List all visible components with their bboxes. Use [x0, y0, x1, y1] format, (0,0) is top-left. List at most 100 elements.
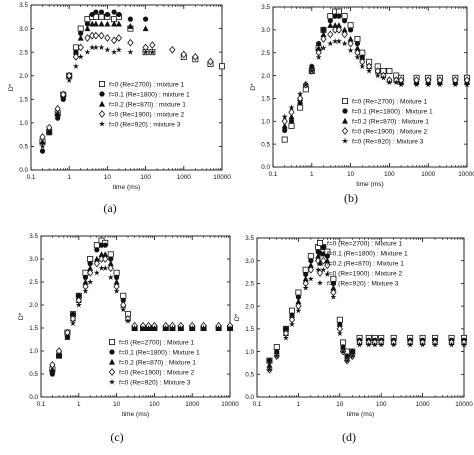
- data-point-star: [436, 81, 443, 88]
- data-point-square: [327, 13, 334, 20]
- y-tick-label: 3.0: [261, 27, 270, 34]
- legend-entry-label: f=0 (Re=1900) : Mixture 2: [327, 271, 402, 278]
- plot-frame: [256, 237, 465, 398]
- legend-entry-label: f=0 (Re=1900) : Mixture 2: [352, 129, 427, 136]
- data-point-circle: [116, 11, 122, 18]
- data-point-star: [324, 271, 331, 277]
- data-point-star: [463, 81, 471, 88]
- data-point-star: [340, 348, 347, 355]
- legend-entry-label: f=0 (Re=920) : Mixture 3: [327, 281, 399, 288]
- y-tick-label: 2.5: [29, 279, 38, 286]
- data-point-diamond: [347, 39, 354, 48]
- data-point-triangle: [340, 343, 347, 350]
- y-tick-label: 2.5: [19, 49, 28, 56]
- x-axis-label: time (ms): [113, 184, 140, 191]
- data-point-star: [169, 324, 176, 331]
- data-point-star: [281, 113, 288, 120]
- data-point-triangle: [93, 255, 100, 262]
- legend: f=0 (Re=2700) : Mixture 1 f=0.1 (Re=1800)…: [341, 98, 433, 146]
- data-point-star: [307, 275, 314, 282]
- x-axis-label: time (ms): [122, 411, 149, 418]
- data-point-triangle: [111, 20, 118, 27]
- data-point-diamond: [341, 127, 349, 135]
- data-point-circle: [111, 9, 117, 15]
- y-tick-label: 2.0: [261, 73, 270, 80]
- x-tick-label: 0.1: [253, 401, 262, 408]
- data-point-star: [151, 324, 158, 331]
- data-point-star: [226, 324, 234, 331]
- y-tick-label: 3.0: [245, 258, 254, 265]
- data-points: [266, 244, 468, 374]
- data-point-star: [189, 324, 196, 331]
- x-tick-label: 10: [336, 401, 344, 408]
- x-tick-label: 1: [297, 401, 301, 408]
- y-tick-label: 0.0: [19, 167, 28, 174]
- data-point-star: [54, 110, 61, 117]
- data-point-star: [66, 77, 73, 84]
- data-point-star: [315, 54, 322, 60]
- data-point-circle: [109, 349, 115, 355]
- data-point-triangle: [109, 358, 115, 365]
- legend-entry-label: f=0 (Re=920) : Mixture 3: [119, 380, 191, 387]
- data-point-star: [93, 269, 100, 276]
- y-tick-label: 0.5: [245, 371, 254, 378]
- panel-caption: (b): [344, 191, 358, 205]
- legend-entry-label: f=0.1 (Re=1800) : mixture 1: [109, 92, 190, 99]
- data-point-star: [127, 48, 134, 55]
- data-point-diamond: [104, 34, 111, 42]
- data-point-square: [218, 63, 225, 70]
- data-point-circle: [288, 118, 295, 124]
- data-point-triangle: [99, 100, 105, 107]
- data-point-triangle: [344, 352, 351, 359]
- y-axis-label: D*: [234, 313, 241, 321]
- x-tick-label: 10000: [458, 171, 474, 178]
- data-point-triangle: [349, 348, 356, 355]
- panel-caption: (d): [342, 430, 356, 444]
- data-point-star: [332, 38, 339, 44]
- data-point-diamond: [77, 43, 84, 52]
- data-point-circle: [143, 16, 149, 22]
- x-tick-label: 1: [77, 401, 81, 408]
- data-point-triangle: [347, 35, 354, 42]
- data-point-star: [366, 67, 373, 74]
- data-point-diamond: [127, 38, 134, 47]
- data-point-star: [460, 341, 468, 348]
- y-tick-label: 2.0: [245, 303, 254, 310]
- data-point-triangle: [273, 348, 280, 355]
- data-point-star: [288, 321, 296, 327]
- x-tick-label: 10: [104, 174, 112, 181]
- y-tick-label: 3.5: [19, 2, 28, 9]
- data-point-star: [266, 366, 273, 373]
- panel-caption: (a): [103, 201, 116, 215]
- data-point-circle: [324, 253, 330, 259]
- data-point-circle: [98, 242, 105, 248]
- data-point-triangle: [335, 22, 342, 28]
- data-point-triangle: [332, 22, 339, 28]
- data-point-square: [295, 289, 302, 296]
- data-point-circle: [114, 274, 120, 280]
- data-point-circle: [94, 247, 100, 253]
- data-point-triangle: [317, 259, 323, 266]
- y-axis-label: D*: [8, 83, 15, 91]
- data-point-triangle: [98, 20, 105, 27]
- x-tick-label: 100: [140, 174, 151, 181]
- data-point-circle: [70, 311, 76, 317]
- data-point-diamond: [108, 368, 116, 376]
- data-point-star: [120, 306, 127, 313]
- data-point-star: [46, 129, 53, 135]
- data-point-diamond: [72, 53, 80, 61]
- legend-entry-label: f=0.1 (Re=1800) : Mixture 1: [327, 251, 408, 258]
- data-point-star: [124, 317, 132, 324]
- data-point-triangle: [142, 25, 149, 32]
- legend-entry-label: f=0 (Re=920) : Mixture 3: [352, 139, 424, 146]
- data-point-star: [413, 81, 420, 88]
- chart-panel-c: 0.0 0.5 1.0 1.5 2.0 2.5 3.0 3.5 0.1 1 10 100 1000 100…: [18, 233, 239, 444]
- data-point-diamond: [87, 268, 94, 277]
- data-point-star: [452, 81, 459, 88]
- data-point-circle: [348, 27, 354, 33]
- y-tick-label: 2.5: [261, 50, 270, 57]
- data-point-star: [113, 288, 120, 294]
- data-point-star: [378, 341, 385, 348]
- data-point-diamond: [98, 31, 105, 40]
